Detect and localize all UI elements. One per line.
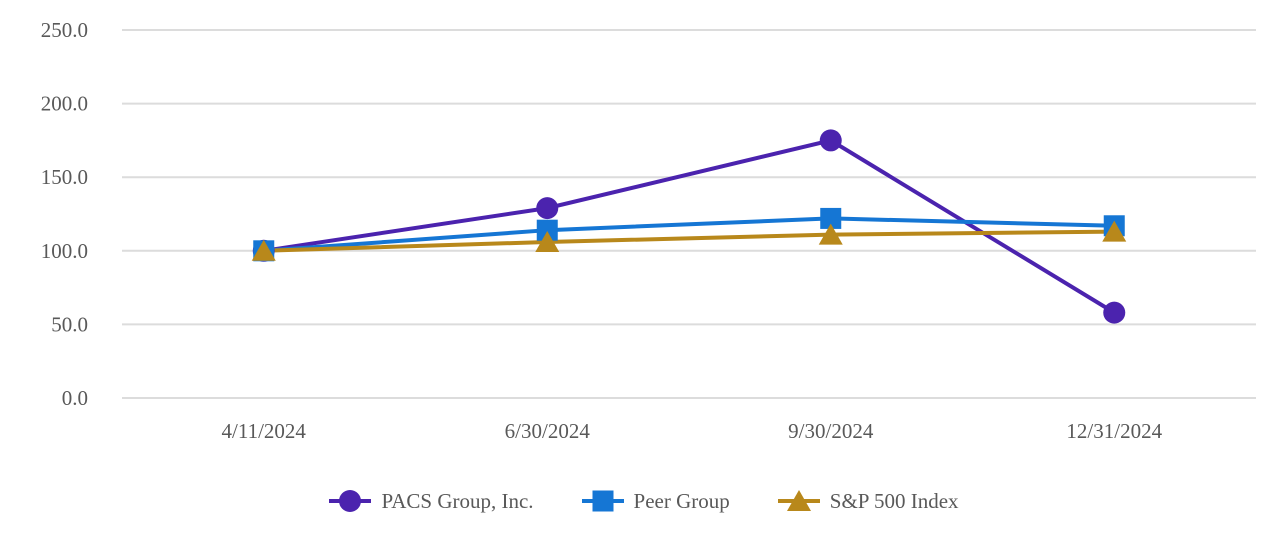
legend-marker-circle-icon [329,490,372,512]
legend-marker-shape [339,490,362,512]
marker-s-p-500-index-9-30-2024 [818,223,843,245]
legend-item-pacs-group-inc: PACS Group, Inc. [327,487,534,515]
x-tick-label: 12/31/2024 [1066,419,1162,443]
marker-s-p-500-index-4-11-2024 [251,239,276,261]
x-tick-label: 9/30/2024 [788,419,874,443]
chart-legend: PACS Group, Inc. Peer Group S&P 500 Index [0,481,1286,521]
legend-marker-shape [786,490,811,511]
x-tick-label: 6/30/2024 [505,419,591,443]
marker-s-p-500-index-12-31-2024 [1102,220,1127,242]
legend-label: Peer Group [633,488,730,513]
marker-pacs-group-inc-12-31-2024 [1103,301,1126,324]
marker-pacs-group-inc-9-30-2024 [819,129,842,152]
marker-pacs-group-inc-6-30-2024 [536,197,559,220]
y-tick-label: 100.0 [41,239,88,263]
y-tick-label: 0.0 [62,386,88,410]
legend-item-peer-group: Peer Group [580,487,730,515]
series-line-peer-group [263,216,1115,253]
y-tick-label: 150.0 [41,165,88,189]
legend-marker-triangle-icon [777,490,820,511]
series-line-pacs-group-inc [263,138,1116,315]
legend-label: S&P 500 Index [829,488,959,513]
legend-marker-square-icon [581,490,624,512]
series-line-s-p-500-index [263,229,1115,253]
y-tick-label: 250.0 [41,18,88,42]
marker-peer-group-9-30-2024 [820,207,842,229]
y-tick-label: 200.0 [41,92,88,116]
legend-marker-shape [592,490,614,512]
marker-s-p-500-index-6-30-2024 [535,230,560,252]
marker-peer-group-6-30-2024 [536,219,558,241]
y-tick-label: 50.0 [51,312,88,336]
legend-item-s-p-500-index: S&P 500 Index [776,487,959,515]
x-tick-label: 4/11/2024 [222,419,307,443]
legend-label: PACS Group, Inc. [381,488,534,513]
